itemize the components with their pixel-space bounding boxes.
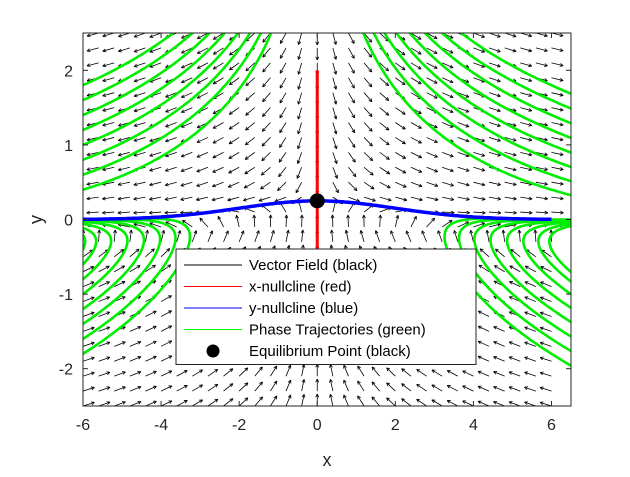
legend: Vector Field (black) x-nullcline (red) y-n… [176, 249, 476, 365]
trajectory-line [64, 226, 85, 249]
trajectory-line [64, 249, 83, 271]
vector-arrow [71, 182, 83, 185]
legend-label: y-nullcline (blue) [249, 300, 358, 317]
trajectory-line [67, 339, 83, 349]
vector-arrow [71, 152, 83, 155]
legend-label: Equilibrium Point (black) [249, 343, 411, 360]
legend-marker [207, 345, 220, 358]
x-tick-label: -2 [232, 417, 246, 434]
trajectory-line [66, 309, 83, 320]
vector-arrow [71, 63, 83, 67]
equilibrium-points [310, 193, 325, 208]
x-tick-label: -4 [154, 417, 168, 434]
legend-label: Phase Trajectories (green) [249, 322, 426, 339]
x-tick-label: 2 [391, 417, 400, 434]
equilibrium-point [310, 193, 325, 208]
x-tick-label: 6 [547, 417, 556, 434]
legend-label: x-nullcline (red) [249, 279, 352, 296]
trajectory-line [67, 100, 83, 107]
vector-arrow [71, 33, 83, 37]
vector-arrow [71, 123, 83, 126]
x-tick-label: -6 [76, 417, 90, 434]
vector-arrow [71, 78, 83, 82]
y-axis-label: y [26, 215, 46, 224]
x-tick-label: 0 [313, 417, 322, 434]
vector-arrow [71, 137, 83, 140]
trajectory-line [65, 160, 83, 167]
y-tick-label: 0 [64, 213, 73, 230]
vector-arrow [71, 93, 83, 97]
x-tick-label: 4 [469, 417, 478, 434]
trajectory-line [66, 324, 83, 335]
y-tick-label: -2 [59, 362, 73, 379]
trajectory-line [66, 175, 84, 181]
vector-arrow [71, 108, 83, 111]
legend-label: Vector Field (black) [249, 257, 377, 274]
trajectory-line [66, 130, 83, 137]
vector-arrow [71, 197, 83, 200]
y-tick-label: 2 [64, 63, 73, 80]
y-tick-label: -1 [59, 287, 73, 304]
vector-arrow [71, 167, 83, 170]
trajectory-line [65, 85, 83, 93]
y-tick-label: 1 [64, 138, 73, 155]
x-axis-label: x [323, 450, 332, 470]
trajectory-line [64, 115, 83, 123]
trajectory-line [64, 264, 83, 281]
trajectory-line [64, 190, 83, 195]
vector-arrow [71, 48, 83, 52]
